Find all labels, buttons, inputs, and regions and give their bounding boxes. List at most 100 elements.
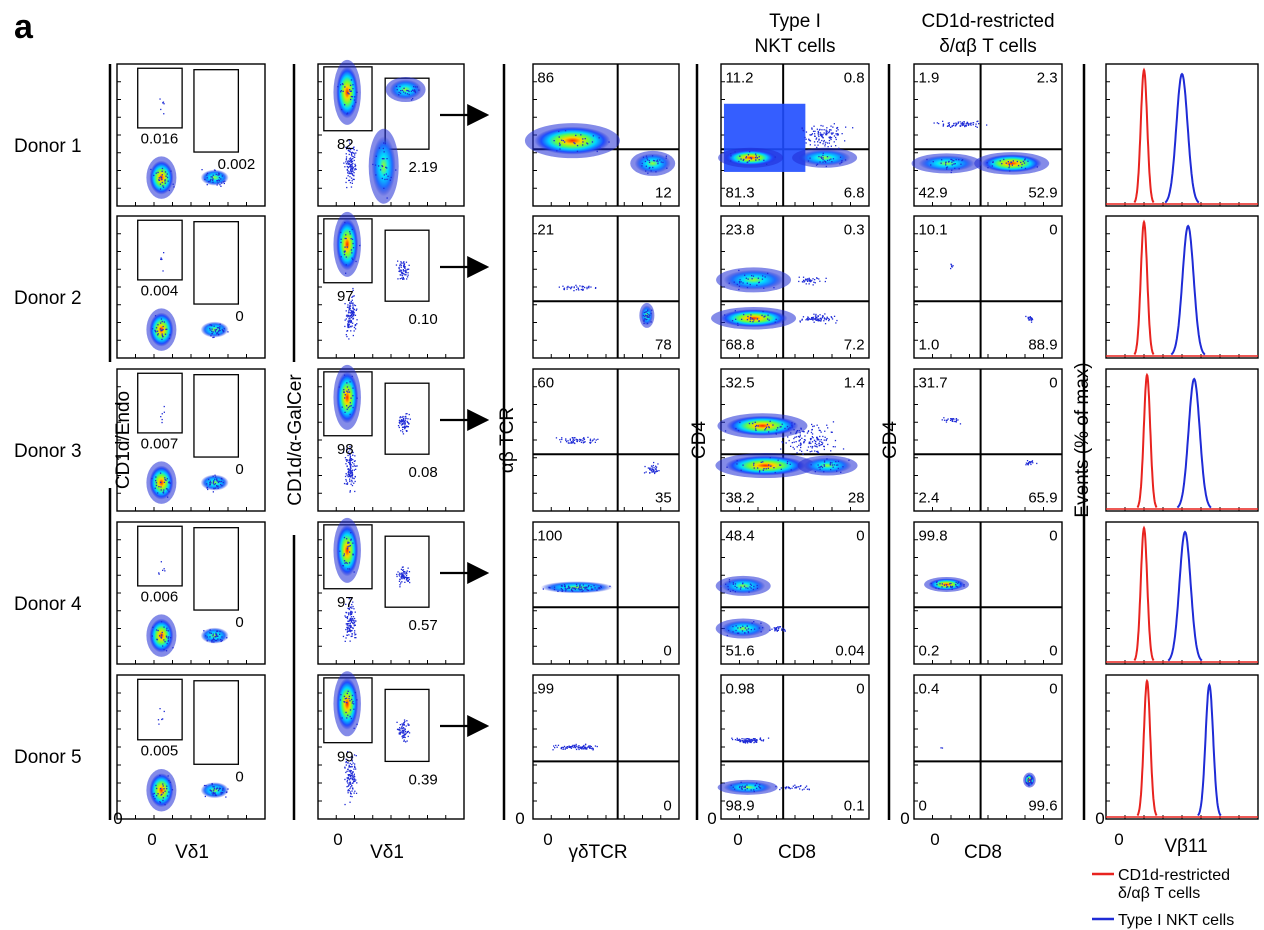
event-dot [830,145,832,147]
event-dot [152,626,154,628]
event-dot [749,151,751,153]
event-dot [587,585,590,587]
event-dot [742,282,744,284]
event-dot [760,461,762,463]
event-dot [657,161,659,163]
event-dot [404,736,406,739]
event-dot [350,160,352,163]
event-dot [575,583,578,586]
event-dot [349,182,352,184]
event-dot [399,270,401,273]
event-dot [820,465,823,467]
event-dot [590,286,592,288]
event-dot [398,94,400,96]
event-dot [348,147,350,149]
event-dot [216,787,218,789]
event-dot [216,634,218,636]
event-dot [160,330,162,332]
event-dot [732,631,734,633]
event-dot [754,739,756,741]
event-dot [759,787,761,789]
event-dot [348,179,351,181]
event-dot [814,450,816,452]
title-cd1d-line1: CD1d-restricted [921,11,1054,32]
event-dot [930,164,932,166]
event-dot [578,587,580,589]
event-dot [811,423,813,426]
event-dot [399,572,401,574]
event-dot [548,586,550,589]
event-dot [398,575,401,577]
event-dot [787,787,789,789]
event-dot [963,584,965,586]
event-dot [807,446,810,448]
event-dot [754,421,756,423]
event-dot [571,589,573,592]
event-dot [829,129,831,131]
event-dot [404,428,406,430]
event-dot [804,786,807,789]
event-dot [761,739,763,742]
event-dot [163,649,165,651]
event-dot [586,142,588,144]
event-dot [356,308,358,310]
event-dot [351,698,353,701]
event-dot [817,464,819,466]
event-dot [348,153,350,156]
event-dot [405,417,407,419]
event-dot [344,325,346,328]
event-dot [418,89,420,91]
event-dot [354,780,356,782]
event-dot [402,420,404,422]
event-dot [808,788,810,790]
event-dot [769,457,771,459]
event-dot [347,762,349,764]
event-dot [945,419,947,421]
event-dot [350,606,352,608]
event-dot [726,634,728,637]
event-dot [740,281,742,283]
event-dot [212,639,214,641]
event-dot [212,638,215,640]
event-dot [593,585,595,587]
event-dot [348,612,350,614]
event-dot [948,122,950,124]
event-dot [213,487,215,490]
event-dot [957,121,959,123]
event-dot [203,630,205,632]
event-dot [349,795,352,797]
event-dot [1020,161,1022,164]
event-dot [665,157,667,159]
event-dot [352,170,354,173]
event-dot [580,288,582,291]
event-dot [350,302,352,304]
event-dot [212,331,214,333]
event-dot [155,172,157,174]
event-dot [756,284,758,286]
event-dot [218,327,220,329]
event-dot [819,429,821,432]
event-dot [406,420,408,423]
event-dot [166,788,168,790]
event-dot [163,481,166,483]
event-dot [657,463,659,465]
event-dot [817,438,819,440]
event-dot [349,614,352,616]
plot-panel: 970.10 [317,211,465,359]
event-dot [553,586,556,588]
event-dot [400,90,402,92]
event-dot [955,584,957,586]
event-dot [811,317,813,319]
event-dot [346,482,349,484]
event-dot [166,328,168,330]
event-dot [724,430,727,432]
event-dot [568,286,570,289]
event-dot [347,163,349,165]
event-dot [745,157,747,159]
event-dot [213,336,215,338]
event-dot [821,136,823,138]
event-dot [386,158,388,160]
event-dot [218,173,220,175]
event-dot [160,794,162,796]
